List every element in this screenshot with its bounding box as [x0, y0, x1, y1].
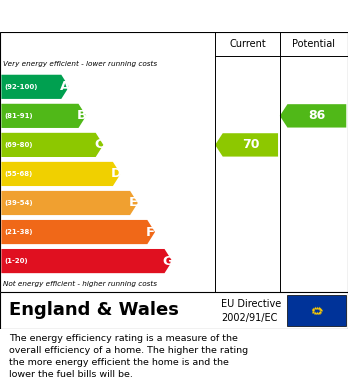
- Text: 86: 86: [308, 109, 325, 122]
- Text: (69-80): (69-80): [4, 142, 33, 148]
- Polygon shape: [1, 133, 103, 157]
- Text: (55-68): (55-68): [4, 171, 32, 177]
- Text: Potential: Potential: [292, 39, 335, 49]
- Text: (81-91): (81-91): [4, 113, 33, 119]
- Text: EU Directive: EU Directive: [221, 299, 281, 309]
- Text: G: G: [163, 255, 173, 267]
- Text: (1-20): (1-20): [4, 258, 28, 264]
- Text: (39-54): (39-54): [4, 200, 33, 206]
- Text: England & Wales: England & Wales: [9, 301, 179, 319]
- Polygon shape: [1, 162, 120, 186]
- Text: C: C: [94, 138, 104, 151]
- Polygon shape: [1, 249, 172, 273]
- Text: Current: Current: [229, 39, 266, 49]
- Text: F: F: [146, 226, 155, 239]
- Text: (92-100): (92-100): [4, 84, 38, 90]
- Text: The energy efficiency rating is a measure of the
overall efficiency of a home. T: The energy efficiency rating is a measur…: [9, 334, 248, 379]
- Text: D: D: [111, 167, 122, 181]
- Polygon shape: [1, 75, 69, 99]
- Text: Not energy efficient - higher running costs: Not energy efficient - higher running co…: [3, 281, 157, 287]
- Polygon shape: [215, 133, 278, 156]
- Text: Energy Efficiency Rating: Energy Efficiency Rating: [9, 9, 229, 23]
- Bar: [287, 295, 346, 326]
- Text: B: B: [77, 109, 87, 122]
- Text: Very energy efficient - lower running costs: Very energy efficient - lower running co…: [3, 61, 157, 67]
- Polygon shape: [1, 191, 138, 215]
- Polygon shape: [1, 220, 155, 244]
- Polygon shape: [1, 104, 86, 128]
- Text: A: A: [60, 80, 70, 93]
- Text: 70: 70: [242, 138, 259, 151]
- Text: E: E: [129, 197, 138, 210]
- Text: (21-38): (21-38): [4, 229, 33, 235]
- Text: 2002/91/EC: 2002/91/EC: [221, 313, 277, 323]
- Polygon shape: [280, 104, 346, 127]
